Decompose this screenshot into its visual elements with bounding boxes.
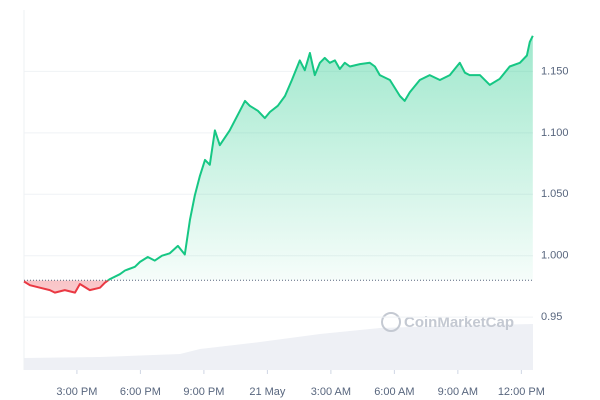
y-tick-label: 1.050: [541, 188, 569, 200]
watermark-text: CoinMarketCap: [404, 314, 514, 331]
y-tick-label: 0.95: [541, 311, 562, 323]
price-area: [24, 35, 533, 293]
x-tick-label: 9:00 AM: [438, 386, 478, 398]
x-tick-label: 12:00 PM: [498, 386, 545, 398]
x-tick-label: 9:00 PM: [183, 386, 224, 398]
volume-area: [24, 324, 533, 370]
x-tick-label: 6:00 PM: [120, 386, 161, 398]
y-tick-label: 1.150: [541, 65, 569, 77]
x-tick-label: 6:00 AM: [374, 386, 414, 398]
x-tick-label: 21 May: [249, 386, 286, 398]
x-tick-label: 3:00 PM: [56, 386, 97, 398]
watermark: CoinMarketCap: [381, 312, 514, 332]
x-tick-label: 3:00 AM: [311, 386, 351, 398]
price-line: [23, 35, 534, 294]
y-tick-label: 1.000: [541, 250, 569, 262]
y-tick-label: 1.100: [541, 127, 569, 139]
